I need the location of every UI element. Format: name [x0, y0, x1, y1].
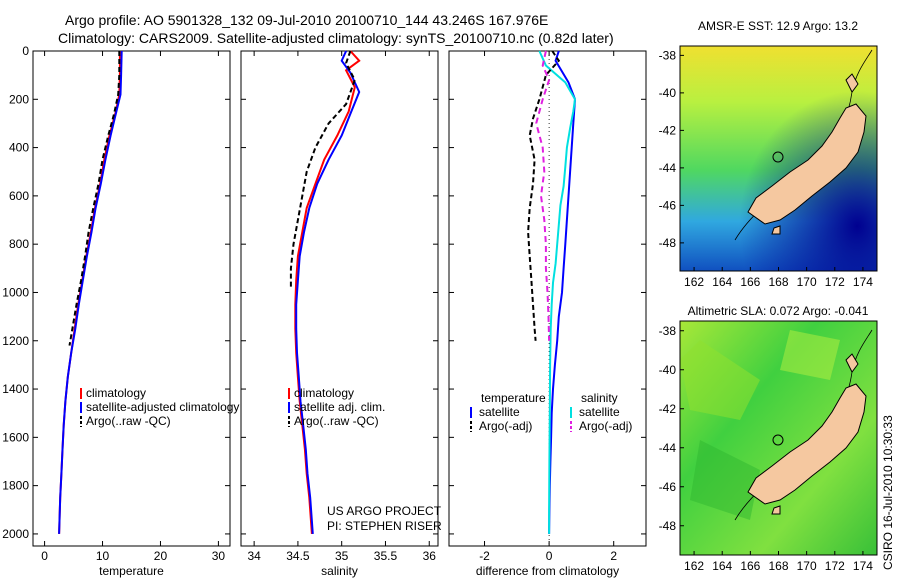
sst-new-zealand-land — [747, 73, 867, 235]
altimetric-sla-lon-tick-label: 172 — [825, 559, 845, 573]
sla-map-panel: Altimetric SLA: 0.072 Argo: -0.041 162 16… — [659, 304, 878, 573]
temperature-series-line — [58, 50, 123, 534]
side-credit: CSIRO 16-Jul-2010 10:30:33 — [881, 415, 895, 570]
figure-title-line1: Argo profile: AO 5901328_132 09-Jul-2010… — [65, 12, 548, 28]
altimetric-sla-lat-tick-label: -42 — [659, 402, 677, 416]
temperature-y-tick-label: 0 — [22, 44, 29, 58]
difference-series-line — [535, 50, 551, 341]
temperature-profile-panel: 0 10 20 30 0 200 400 600 800 1000 1200 1400 1600 1800… — [2, 44, 239, 578]
difference-legend-heading: temperature — [481, 391, 546, 405]
altimetric-sla-lon-tick-label: 174 — [853, 559, 873, 573]
amsre-sst-lon-tick-label: 162 — [684, 275, 704, 289]
temperature-y-tick-label: 600 — [9, 189, 29, 203]
sla-band-1 — [680, 340, 760, 420]
amsre-sst-lat-tick-label: -48 — [659, 236, 677, 250]
project-note-line1: US ARGO PROJECT — [327, 504, 442, 518]
figure-title-line2: Climatology: CARS2009. Satellite-adjuste… — [58, 30, 614, 46]
amsre-sst-lon-tick-label: 168 — [768, 275, 788, 289]
temperature-x-tick-label: 20 — [154, 549, 168, 563]
amsre-sst-lon-tick-label: 172 — [825, 275, 845, 289]
amsre-sst-lat-tick-label: -44 — [659, 161, 677, 175]
temperature-legend-label: satellite-adjusted climatology — [86, 400, 239, 414]
sla-band-3 — [780, 330, 840, 380]
temperature-y-tick-label: 400 — [9, 141, 29, 155]
temperature-y-tick-label: 800 — [9, 237, 29, 251]
temperature-y-tick-label: 1800 — [2, 479, 29, 493]
altimetric-sla-lat-tick-label: -48 — [659, 519, 677, 533]
sla-new-zealand-land — [747, 353, 867, 515]
sst-map-title: AMSR-E SST: 12.9 Argo: 13.2 — [698, 19, 858, 33]
salinity-x-tick-label: 34 — [247, 549, 261, 563]
temperature-legend-label: Argo(..raw -QC) — [86, 414, 171, 428]
temperature-legend-label: climatology — [86, 386, 146, 400]
altimetric-sla-lat-tick-label: -46 — [659, 480, 677, 494]
temperature-x-tick-label: 0 — [41, 549, 48, 563]
sla-map-title: Altimetric SLA: 0.072 Argo: -0.041 — [688, 304, 869, 318]
salinity-profile-panel: 34 34.5 35 35.5 36 salinity climatologysatelli… — [240, 50, 439, 578]
difference-x-tick-label: 2 — [610, 549, 617, 563]
salinity-series-line — [295, 50, 361, 534]
amsre-sst-lat-tick-label: -38 — [659, 48, 677, 62]
sst-profile-marker — [772, 151, 784, 163]
altimetric-sla-lat-tick-label: -40 — [659, 363, 677, 377]
altimetric-sla-lon-tick-label: 166 — [740, 559, 760, 573]
temperature-y-tick-label: 1200 — [2, 334, 29, 348]
temperature-y-tick-label: 2000 — [2, 527, 29, 541]
salinity-legend-label: climatology — [294, 386, 354, 400]
amsre-sst-lat-tick-label: -46 — [659, 198, 677, 212]
salinity-x-axis-label: salinity — [321, 564, 358, 578]
amsre-sst-lat-tick-label: -40 — [659, 86, 677, 100]
temperature-plot-frame — [32, 50, 231, 547]
temperature-x-tick-label: 30 — [212, 549, 226, 563]
difference-x-tick-label: -2 — [479, 549, 490, 563]
project-note-line2: PI: STEPHEN RISER — [327, 519, 442, 533]
altimetric-sla-lon-tick-label: 162 — [684, 559, 704, 573]
difference-series-line — [538, 50, 577, 534]
salinity-x-tick-label: 35 — [335, 549, 349, 563]
amsre-sst-lon-tick-label: 174 — [853, 275, 873, 289]
salinity-plot-frame — [240, 50, 439, 547]
difference-legend-label: satellite — [579, 405, 620, 419]
amsre-sst-lon-tick-label: 164 — [712, 275, 732, 289]
altimetric-sla-lat-tick-label: -44 — [659, 441, 677, 455]
temperature-y-tick-label: 1000 — [2, 285, 29, 299]
salinity-x-tick-label: 35.5 — [374, 549, 398, 563]
difference-legend-label: Argo(-adj) — [479, 419, 532, 433]
difference-legend-label: satellite — [479, 405, 520, 419]
temperature-y-tick-label: 200 — [9, 92, 29, 106]
sla-profile-marker — [772, 434, 784, 446]
temperature-series-line — [68, 51, 121, 346]
amsre-sst-lon-tick-label: 166 — [740, 275, 760, 289]
sst-map-panel: AMSR-E SST: 12.9 Argo: 13.2 162 164 166 168… — [659, 19, 878, 289]
salinity-series-line — [289, 50, 356, 288]
altimetric-sla-lon-tick-label: 168 — [768, 559, 788, 573]
temperature-y-tick-label: 1400 — [2, 382, 29, 396]
sla-band-2 — [690, 440, 760, 520]
salinity-x-tick-label: 36 — [423, 549, 437, 563]
amsre-sst-lon-tick-label: 170 — [797, 275, 817, 289]
temperature-x-axis-label: temperature — [99, 564, 164, 578]
salinity-legend-label: satellite adj. clim. — [294, 400, 385, 414]
difference-x-axis-label: difference from climatology — [476, 564, 619, 578]
altimetric-sla-lon-tick-label: 170 — [797, 559, 817, 573]
salinity-legend-label: Argo(..raw -QC) — [294, 414, 379, 428]
difference-legend-heading: salinity — [581, 391, 618, 405]
altimetric-sla-lon-tick-label: 164 — [712, 559, 732, 573]
altimetric-sla-lat-tick-label: -38 — [659, 324, 677, 338]
salinity-x-tick-label: 34.5 — [286, 549, 310, 563]
difference-legend-label: Argo(-adj) — [579, 419, 632, 433]
temperature-x-tick-label: 10 — [96, 549, 110, 563]
temperature-y-tick-label: 1600 — [2, 430, 29, 444]
amsre-sst-lat-tick-label: -42 — [659, 123, 677, 137]
difference-x-tick-label: 0 — [546, 549, 553, 563]
